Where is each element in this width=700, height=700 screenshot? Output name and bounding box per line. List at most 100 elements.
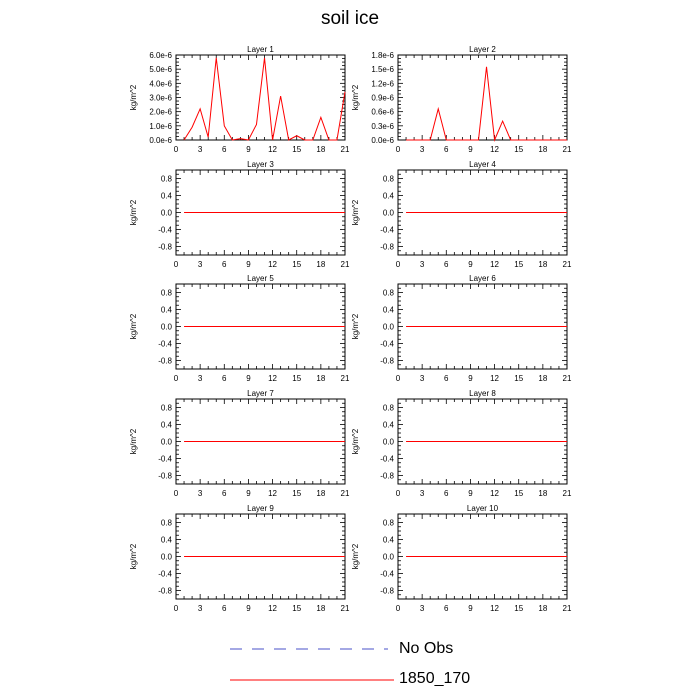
panel-3-title: Layer 3 <box>247 160 274 169</box>
panel-4-ylabel: kg/m^2 <box>351 199 360 225</box>
panel-5-xtick-label: 3 <box>198 374 203 383</box>
panel-2-xtick-label: 18 <box>538 145 547 154</box>
panel-9-xtick-label: 21 <box>341 604 350 613</box>
panel-7-xtick-label: 21 <box>341 489 350 498</box>
panel-3-ytick-label: -0.8 <box>158 243 172 252</box>
panel-5-ytick-label: 0.4 <box>161 306 173 315</box>
panel-1-xtick-label: 21 <box>341 145 350 154</box>
panel-8-xtick-label: 0 <box>396 489 401 498</box>
panel-9-xtick-label: 12 <box>268 604 277 613</box>
panel-9-ytick-label: 0.8 <box>161 519 173 528</box>
legend-1850-170-line <box>230 679 394 681</box>
panel-8-xtick-label: 21 <box>563 489 572 498</box>
panel-10: Layer 10 kg/m^2 0 3 6 9 12 15 18 21 -0.8 -0.4 0.0 0.4… <box>351 504 572 613</box>
panel-10-xtick-label: 9 <box>468 604 473 613</box>
panel-2-xtick-label: 6 <box>444 145 449 154</box>
panel-9-xtick-label: 6 <box>222 604 227 613</box>
panel-1-series-line <box>183 57 346 141</box>
panel-5-ytick-label: -0.8 <box>158 357 172 366</box>
panel-1-xtick-label: 9 <box>246 145 251 154</box>
panel-6-ylabel: kg/m^2 <box>351 313 360 339</box>
panel-9: Layer 9 kg/m^2 0 3 6 9 12 15 18 21 -0.8 -0.4 0.0 0.4 0… <box>129 504 350 613</box>
panel-5-xtick-label: 15 <box>292 374 301 383</box>
panel-8-ytick-label: -0.8 <box>380 472 394 481</box>
legend-no-obs-label: No Obs <box>399 640 454 657</box>
panel-5-xtick-label: 21 <box>341 374 350 383</box>
figure-title: soil ice <box>320 8 380 29</box>
panel-2-title: Layer 2 <box>469 45 496 54</box>
panel-10-ylabel: kg/m^2 <box>351 543 360 569</box>
panel-5-ytick-label: 0.0 <box>161 323 173 332</box>
panel-2-ytick-label: 0.3e-6 <box>371 122 394 131</box>
panel-7-ylabel: kg/m^2 <box>129 428 138 454</box>
panel-2-frame <box>397 54 568 141</box>
panel-8-title: Layer 8 <box>469 389 496 398</box>
panel-3-ylabel: kg/m^2 <box>129 199 138 225</box>
panel-2-xtick-label: 12 <box>490 145 499 154</box>
panel-3-xtick-label: 9 <box>246 260 251 269</box>
panel-1-ytick-label: 6.0e-6 <box>149 51 172 60</box>
panel-6-xtick-label: 15 <box>514 374 523 383</box>
panel-4-xtick-label: 9 <box>468 260 473 269</box>
panel-3-xtick-label: 15 <box>292 260 301 269</box>
panel-5-ytick-label: 0.8 <box>161 289 173 298</box>
panel-7-xtick-label: 3 <box>198 489 203 498</box>
panel-9-xtick-label: 15 <box>292 604 301 613</box>
panel-1-ylabel: kg/m^2 <box>129 84 138 110</box>
panel-3: Layer 3 kg/m^2 0 3 6 9 12 15 18 21 -0.8 -0.4 0.0 0.4 0… <box>129 160 350 269</box>
panel-10-xtick-label: 18 <box>538 604 547 613</box>
panel-4-ytick-label: -0.8 <box>380 243 394 252</box>
panel-7-xtick-label: 6 <box>222 489 227 498</box>
panel-7: Layer 7 kg/m^2 0 3 6 9 12 15 18 21 -0.8 -0.4 0.0 0.4 0… <box>129 389 350 498</box>
panel-6-xtick-label: 0 <box>396 374 401 383</box>
panel-2-ytick-label: 0.0e-6 <box>371 136 394 145</box>
panel-5-xtick-label: 6 <box>222 374 227 383</box>
panel-7-xtick-label: 12 <box>268 489 277 498</box>
panel-7-xtick-label: 9 <box>246 489 251 498</box>
panel-1-frame <box>175 54 346 141</box>
panel-7-ytick-label: 0.4 <box>161 421 173 430</box>
panel-10-ytick-label: -0.8 <box>380 587 394 596</box>
panel-1-xtick-label: 0 <box>174 145 179 154</box>
panel-2-ytick-label: 0.9e-6 <box>371 94 394 103</box>
panel-4-xtick-label: 6 <box>444 260 449 269</box>
panel-6: Layer 6 kg/m^2 0 3 6 9 12 15 18 21 -0.8 -0.4 0.0 0.4 0… <box>351 274 572 383</box>
panel-3-xtick-label: 6 <box>222 260 227 269</box>
panel-1-xtick-label: 15 <box>292 145 301 154</box>
legend-1850-170-label: 1850_170 <box>399 670 471 687</box>
panel-3-xtick-label: 12 <box>268 260 277 269</box>
panel-9-ytick-label: -0.8 <box>158 587 172 596</box>
panel-7-ytick-label: 0.0 <box>161 438 173 447</box>
panel-6-ytick-label: 0.4 <box>383 306 395 315</box>
panel-4-xtick-label: 15 <box>514 260 523 269</box>
panel-2-ytick-label: 1.5e-6 <box>371 65 394 74</box>
panel-6-xtick-label: 21 <box>563 374 572 383</box>
panel-2-xtick-label: 9 <box>468 145 473 154</box>
panel-1-xtick-label: 3 <box>198 145 203 154</box>
panel-9-xtick-label: 9 <box>246 604 251 613</box>
panel-6-title: Layer 6 <box>469 274 496 283</box>
panel-6-xtick-label: 3 <box>420 374 425 383</box>
panel-1-xtick-label: 18 <box>316 145 325 154</box>
panel-9-ytick-label: 0.4 <box>161 536 173 545</box>
panel-9-title: Layer 9 <box>247 504 274 513</box>
panel-1-ytick-label: 3.0e-6 <box>149 94 172 103</box>
panel-8-ytick-label: 0.8 <box>383 404 395 413</box>
panel-3-xtick-label: 3 <box>198 260 203 269</box>
panel-2: Layer 2 kg/m^2 0 3 6 9 12 15 18 21 0.0e-6 0.3e-6 0.6… <box>351 45 572 154</box>
panel-4: Layer 4 kg/m^2 0 3 6 9 12 15 18 21 -0.8 -0.4 0.0 0.4 0… <box>351 160 572 269</box>
panel-3-ytick-label: 0.8 <box>161 175 173 184</box>
panel-1-ytick-label: 1.0e-6 <box>149 122 172 131</box>
panel-9-ytick-label: 0.0 <box>161 553 173 562</box>
panel-5-ylabel: kg/m^2 <box>129 313 138 339</box>
panel-1-xtick-label: 6 <box>222 145 227 154</box>
panel-2-xtick-label: 3 <box>420 145 425 154</box>
panel-4-title: Layer 4 <box>469 160 496 169</box>
panel-7-ytick-label: 0.8 <box>161 404 173 413</box>
panel-8-ytick-label: 0.4 <box>383 421 395 430</box>
panel-10-xtick-label: 3 <box>420 604 425 613</box>
panel-4-ytick-label: 0.0 <box>383 209 395 218</box>
panel-7-xtick-label: 18 <box>316 489 325 498</box>
